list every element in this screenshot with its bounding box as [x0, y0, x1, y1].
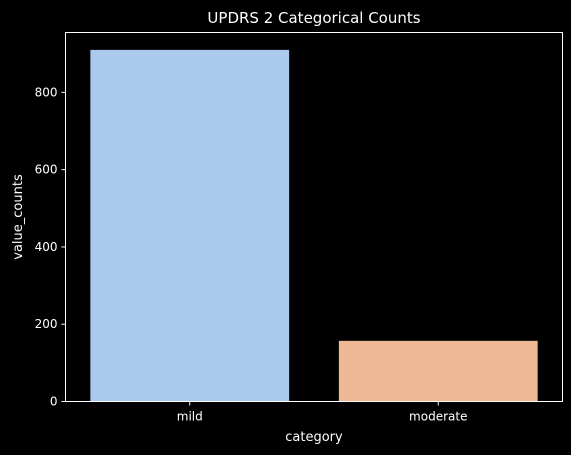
x-tick-label: mild — [177, 410, 203, 424]
y-tick-label: 400 — [35, 240, 58, 254]
chart-title: UPDRS 2 Categorical Counts — [207, 9, 420, 27]
y-tick-label: 200 — [35, 317, 58, 331]
y-ticks-group: 0 200 400 600 800 — [35, 85, 66, 409]
bars-group — [90, 49, 538, 402]
plot-frame — [65, 32, 563, 402]
y-axis-label: value_counts — [11, 174, 26, 260]
bar-mild — [90, 49, 290, 402]
x-axis-label: category — [285, 430, 343, 445]
x-ticks-group: mild moderate — [177, 401, 467, 424]
y-tick-label: 800 — [35, 85, 58, 99]
bar-moderate — [338, 340, 538, 402]
y-tick-label: 600 — [35, 163, 58, 177]
y-tick-label: 0 — [50, 395, 58, 409]
x-tick-label: moderate — [409, 410, 467, 424]
